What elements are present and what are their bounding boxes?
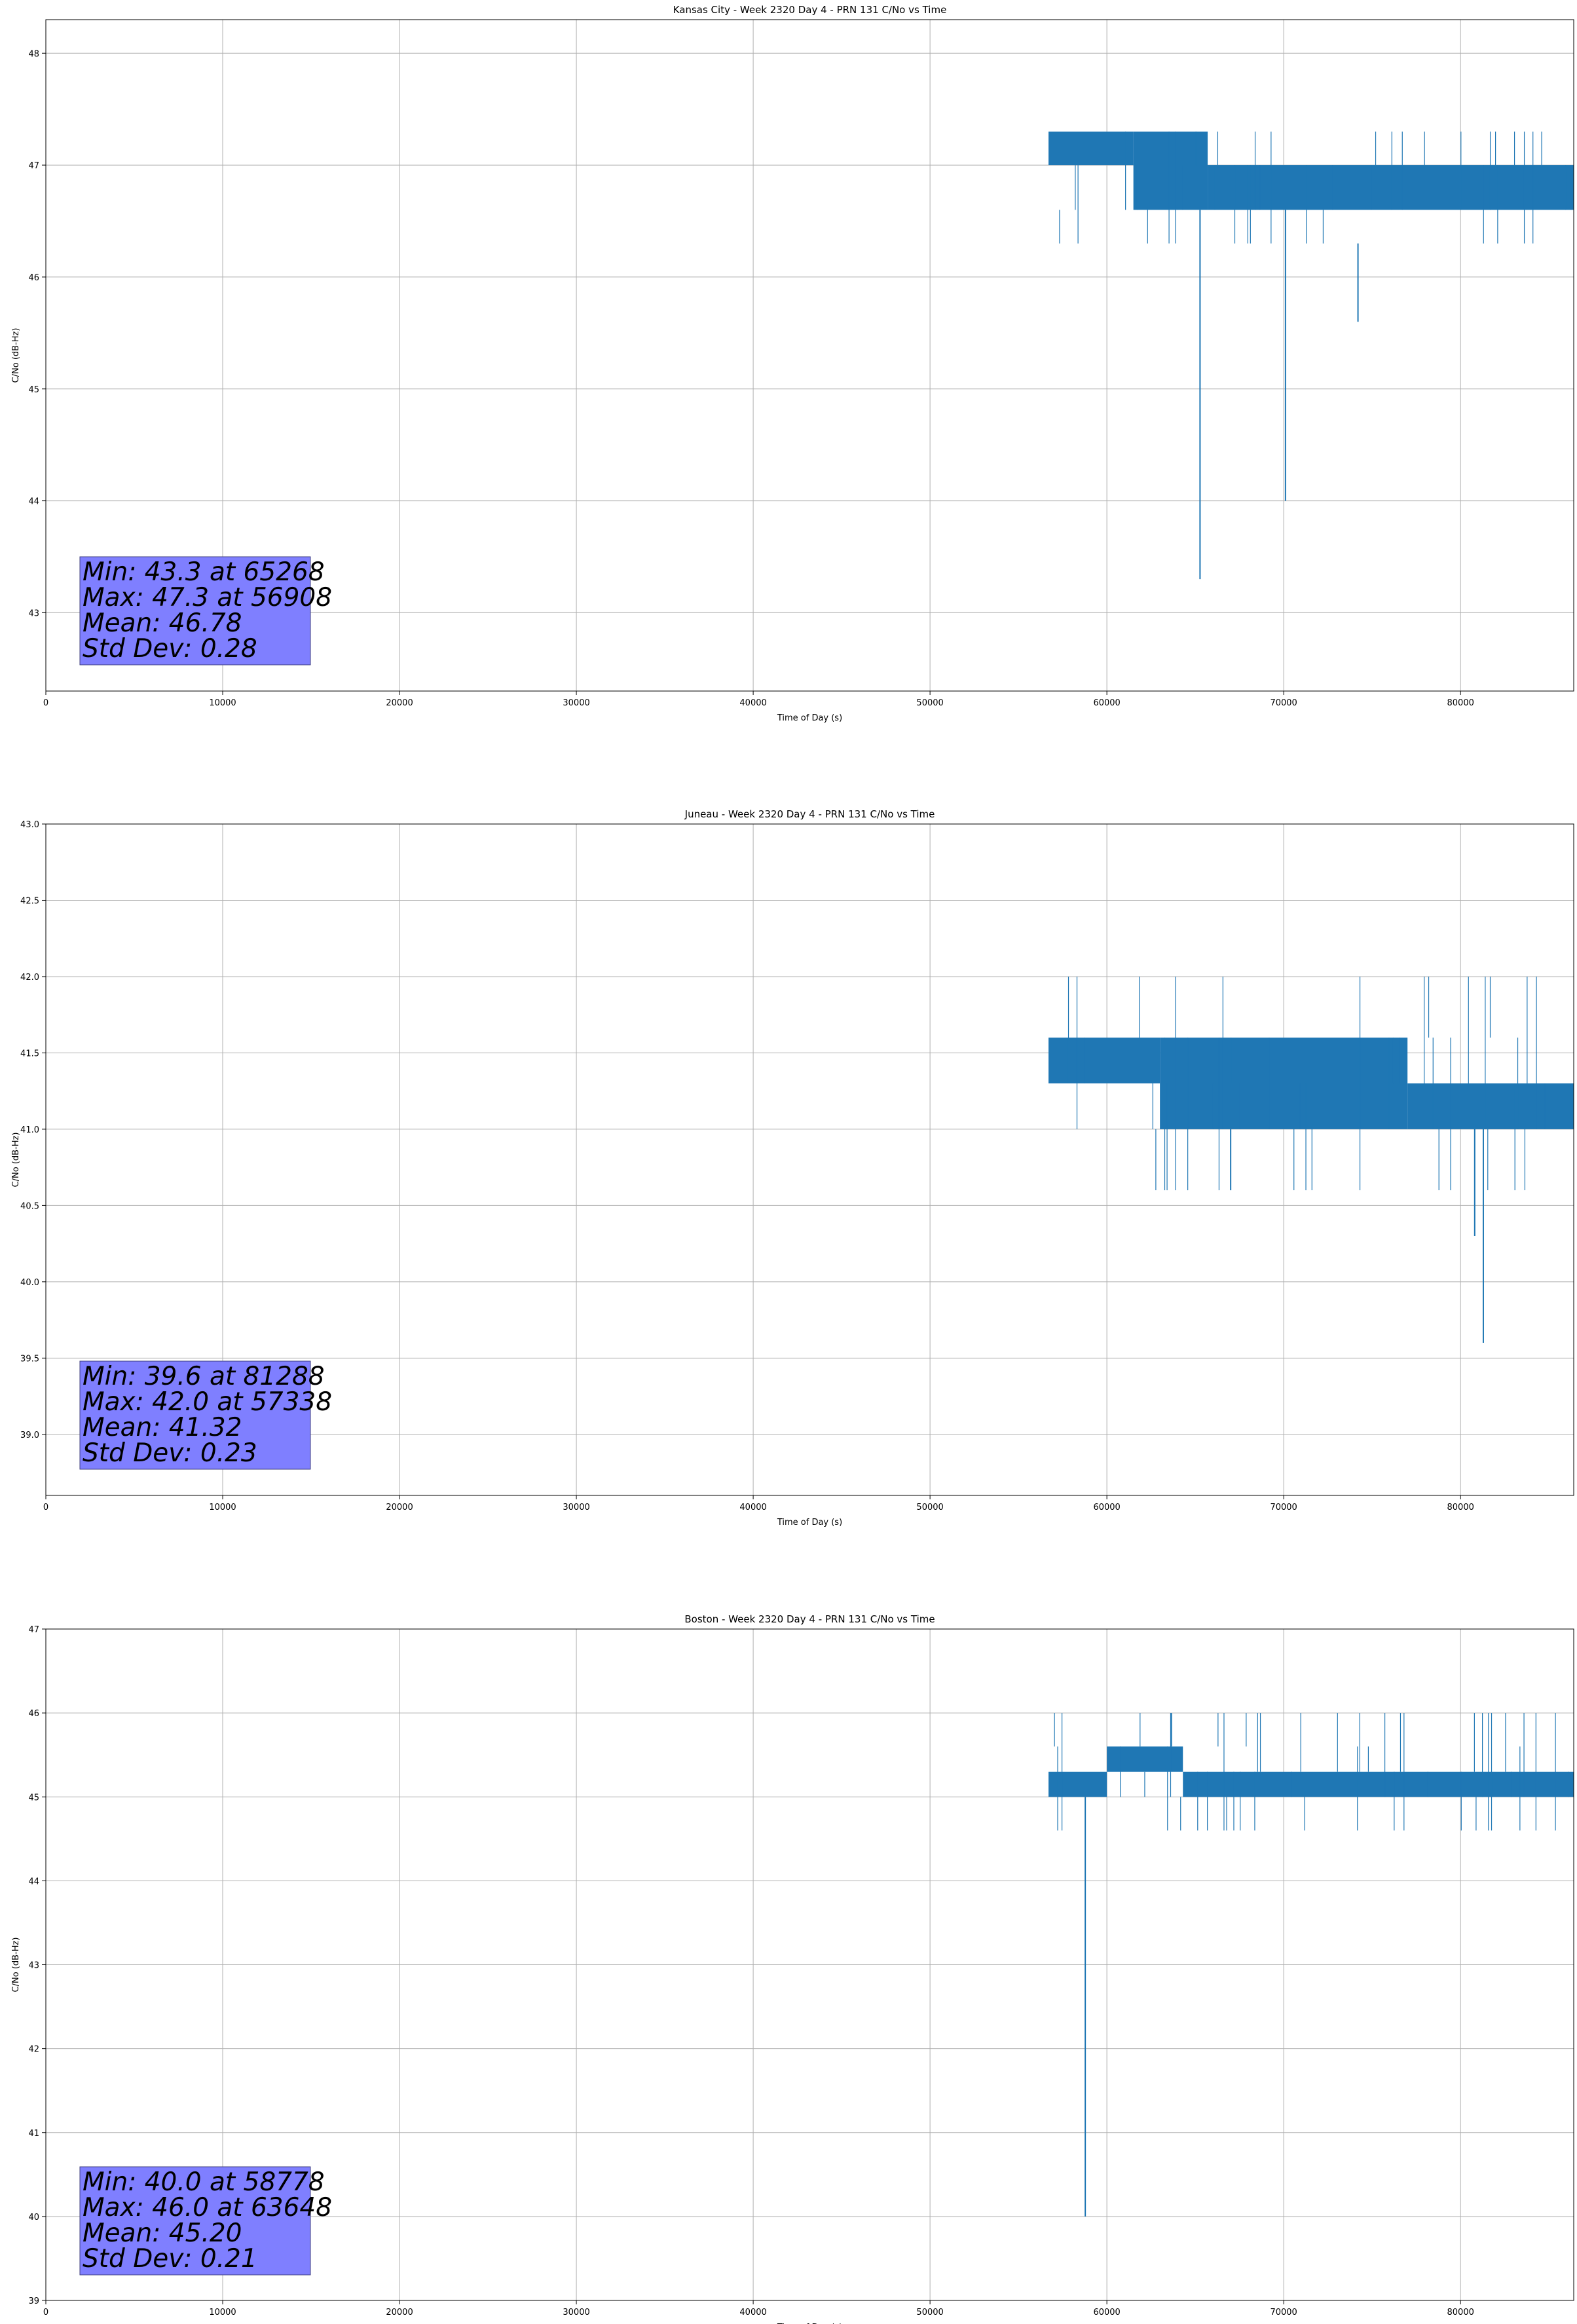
y-tick-label: 44 bbox=[28, 1877, 39, 1886]
chart-panel: 0 10000 20000 30000 40000 50000 60000 70000 8000… bbox=[11, 1613, 1574, 2324]
y-tick-label: 41.0 bbox=[20, 1125, 39, 1135]
data-band bbox=[1183, 1771, 1574, 1797]
x-tick-label: 30000 bbox=[563, 698, 589, 708]
data-band bbox=[1407, 1083, 1574, 1129]
stats-std: Std Dev: 0.21 bbox=[83, 2244, 257, 2274]
y-tick-label: 47 bbox=[28, 161, 39, 171]
y-tick-label: 43 bbox=[28, 1961, 39, 1971]
chart-title: Boston - Week 2320 Day 4 - PRN 131 C/No … bbox=[684, 1613, 935, 1625]
stats-mean: Mean: 45.20 bbox=[83, 2219, 242, 2248]
x-tick-label: 70000 bbox=[1270, 698, 1297, 708]
data-band bbox=[1208, 165, 1574, 210]
x-tick-label: 30000 bbox=[563, 1503, 589, 1512]
x-axis-label: Time of Day (s) bbox=[777, 2323, 842, 2324]
data-band bbox=[1048, 1038, 1160, 1084]
data-band bbox=[1048, 131, 1134, 166]
axes-frame bbox=[45, 1628, 1574, 2301]
stats-max: Max: 42.0 at 57338 bbox=[83, 1387, 332, 1417]
y-tick-label: 44 bbox=[28, 497, 39, 507]
x-tick-label: 0 bbox=[43, 1503, 48, 1512]
y-tick-label: 41 bbox=[28, 2129, 39, 2139]
y-tick-label: 39.0 bbox=[20, 1431, 39, 1440]
data-series bbox=[1048, 1713, 1574, 2217]
y-axis-label: C/No (dB-Hz) bbox=[11, 1133, 21, 1188]
x-tick-label: 80000 bbox=[1447, 2308, 1474, 2317]
x-tick-label: 50000 bbox=[916, 1503, 943, 1512]
chart-title: Juneau - Week 2320 Day 4 - PRN 131 C/No … bbox=[684, 808, 935, 820]
y-tick-label: 40.5 bbox=[20, 1201, 39, 1211]
x-axis-label: Time of Day (s) bbox=[777, 713, 842, 723]
y-tick-label: 46 bbox=[28, 1709, 39, 1719]
x-tick-label: 0 bbox=[43, 2308, 48, 2317]
stats-std: Std Dev: 0.23 bbox=[83, 1438, 257, 1468]
y-tick-label: 40.0 bbox=[20, 1278, 39, 1288]
x-tick-label: 60000 bbox=[1093, 1503, 1120, 1512]
y-axis-label: C/No (dB-Hz) bbox=[11, 1938, 21, 1993]
stats-std: Std Dev: 0.28 bbox=[83, 634, 257, 664]
x-tick-label: 80000 bbox=[1447, 1503, 1474, 1512]
x-tick-label: 20000 bbox=[386, 2308, 413, 2317]
y-tick-label: 39 bbox=[28, 2296, 39, 2306]
stats-box bbox=[79, 1360, 311, 1470]
chart-title: Kansas City - Week 2320 Day 4 - PRN 131 … bbox=[673, 4, 947, 16]
x-axis-label: Time of Day (s) bbox=[777, 1518, 842, 1527]
stats-max: Max: 46.0 at 63648 bbox=[83, 2193, 332, 2222]
x-tick-label: 50000 bbox=[916, 2308, 943, 2317]
x-tick-label: 80000 bbox=[1447, 698, 1474, 708]
stats-mean: Mean: 41.32 bbox=[83, 1413, 242, 1442]
stats-min: Min: 39.6 at 81288 bbox=[83, 1362, 325, 1391]
x-tick-label: 60000 bbox=[1093, 2308, 1120, 2317]
x-tick-label: 40000 bbox=[739, 698, 766, 708]
x-tick-label: 0 bbox=[43, 698, 48, 708]
stats-min: Min: 40.0 at 58778 bbox=[83, 2167, 325, 2197]
x-tick-label: 40000 bbox=[739, 1503, 766, 1512]
data-series bbox=[1048, 131, 1574, 580]
stats-mean: Mean: 46.78 bbox=[83, 609, 242, 638]
x-tick-label: 60000 bbox=[1093, 698, 1120, 708]
chart-panel: 0 10000 20000 30000 40000 50000 60000 70000 8000… bbox=[11, 4, 1574, 723]
x-tick-label: 10000 bbox=[209, 698, 236, 708]
axes-frame bbox=[45, 823, 1574, 1496]
stats-max: Max: 47.3 at 56908 bbox=[83, 583, 332, 612]
x-tick-label: 20000 bbox=[386, 1503, 413, 1512]
y-tick-label: 47 bbox=[28, 1625, 39, 1635]
data-band bbox=[1107, 1746, 1183, 1772]
data-series bbox=[1048, 976, 1574, 1343]
x-tick-label: 70000 bbox=[1270, 1503, 1297, 1512]
stats-min: Min: 43.3 at 65268 bbox=[83, 557, 325, 587]
x-tick-label: 50000 bbox=[916, 698, 943, 708]
data-band bbox=[1133, 131, 1208, 210]
y-tick-label: 43 bbox=[28, 609, 39, 618]
y-tick-label: 45 bbox=[28, 385, 39, 395]
x-tick-label: 20000 bbox=[386, 698, 413, 708]
y-tick-label: 40 bbox=[28, 2213, 39, 2222]
y-tick-label: 41.5 bbox=[20, 1049, 39, 1059]
x-tick-label: 70000 bbox=[1270, 2308, 1297, 2317]
y-tick-label: 39.5 bbox=[20, 1354, 39, 1364]
y-tick-label: 42.5 bbox=[20, 896, 39, 906]
x-tick-label: 30000 bbox=[563, 2308, 589, 2317]
stats-box bbox=[79, 2166, 311, 2276]
y-tick-label: 45 bbox=[28, 1793, 39, 1803]
y-tick-label: 43.0 bbox=[20, 820, 39, 830]
y-axis-label: C/No (dB-Hz) bbox=[11, 328, 21, 383]
x-tick-label: 10000 bbox=[209, 1503, 236, 1512]
stats-box bbox=[79, 556, 311, 665]
y-tick-label: 48 bbox=[28, 49, 39, 59]
x-tick-label: 40000 bbox=[739, 2308, 766, 2317]
y-tick-label: 42.0 bbox=[20, 973, 39, 983]
chart-panel: 0 10000 20000 30000 40000 50000 60000 70000 8000… bbox=[11, 808, 1574, 1527]
axes-frame bbox=[45, 19, 1574, 692]
x-tick-label: 10000 bbox=[209, 2308, 236, 2317]
data-band bbox=[1160, 1038, 1408, 1129]
y-tick-label: 46 bbox=[28, 273, 39, 283]
y-tick-label: 42 bbox=[28, 2045, 39, 2055]
data-band bbox=[1048, 1771, 1107, 1797]
